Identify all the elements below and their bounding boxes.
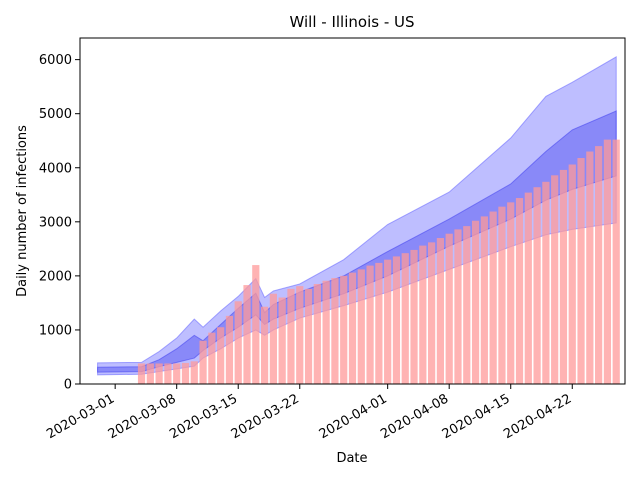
bar (348, 272, 357, 384)
bar (498, 206, 506, 384)
bar (551, 175, 559, 384)
bar (243, 285, 251, 384)
bar (296, 286, 304, 384)
bar (603, 139, 612, 384)
bar (137, 363, 146, 384)
bar (190, 361, 198, 384)
bar (428, 242, 436, 384)
bar (586, 151, 594, 384)
bar (419, 245, 427, 384)
y-tick-label: 2000 (39, 269, 72, 284)
bar (173, 363, 181, 384)
y-tick-label: 4000 (39, 161, 72, 176)
bar (515, 198, 524, 384)
bar (445, 233, 453, 384)
bar (401, 253, 409, 384)
bar (612, 139, 620, 384)
bar (155, 363, 163, 384)
bar (454, 229, 462, 384)
bar (313, 283, 321, 384)
bar (217, 327, 225, 384)
plot-frame (79, 37, 626, 385)
bar (331, 278, 339, 384)
bar (595, 146, 603, 384)
bar (234, 301, 242, 384)
bar (471, 220, 480, 384)
bar (524, 192, 532, 384)
bar (304, 288, 313, 384)
bar (392, 256, 401, 384)
y-axis: 0 1000 2000 3000 4000 5000 6000 (39, 53, 80, 393)
bar (542, 181, 550, 384)
y-tick-label: 6000 (39, 53, 72, 68)
y-axis-label: Daily number of infections (15, 125, 30, 297)
bar (278, 297, 286, 384)
bar (463, 226, 471, 384)
chart-title: Will - Illinois - US (290, 13, 415, 31)
bar (260, 306, 269, 384)
x-axis-label: Date (336, 451, 367, 466)
bar (533, 187, 541, 384)
bar (507, 202, 515, 384)
y-tick-label: 5000 (39, 107, 72, 122)
bar (489, 211, 497, 384)
bar (164, 363, 172, 384)
bar (225, 315, 234, 384)
bar (252, 265, 260, 384)
bar (568, 164, 576, 384)
bar (577, 158, 585, 384)
bar (287, 288, 295, 384)
bar (480, 216, 488, 384)
bar (366, 265, 374, 384)
bar (322, 280, 330, 384)
bar (436, 238, 445, 384)
bar (208, 332, 216, 384)
bar (357, 269, 365, 384)
bar (410, 249, 418, 384)
bar (375, 262, 383, 384)
bar (340, 275, 348, 384)
y-tick-label: 1000 (39, 323, 72, 338)
bar (199, 340, 207, 384)
bar-series (137, 139, 620, 384)
y-tick-label: 3000 (39, 215, 72, 230)
bar (559, 169, 568, 384)
bar (269, 293, 277, 384)
bar (384, 259, 392, 384)
y-tick-label: 0 (64, 378, 72, 393)
bar (181, 362, 190, 384)
bar (146, 363, 154, 384)
